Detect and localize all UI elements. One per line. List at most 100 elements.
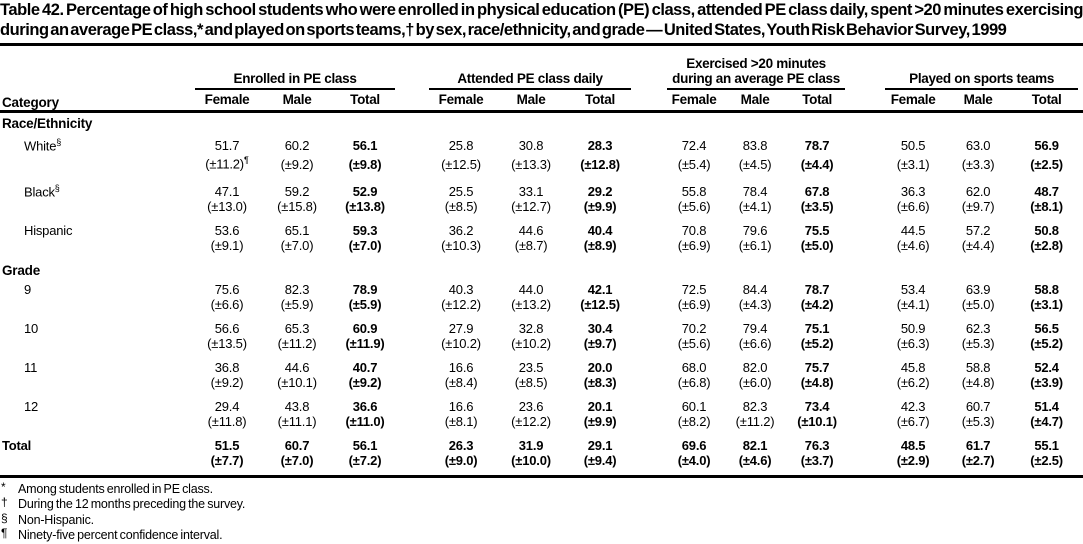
ci-cell: (±3.5) (800, 198, 834, 214)
value-cell: 59.2 (284, 183, 310, 199)
value-cell: 69.6 (681, 437, 707, 453)
column-spacer (400, 133, 424, 153)
table-row-values: 11 36.8 44.6 40.7 16.6 23.5 20.0 68.0 82.0 75.7 45… (0, 358, 1083, 375)
value-cell: 30.4 (587, 320, 613, 336)
subcolumn-header: Male (264, 90, 330, 113)
ci-cell: (±2.7) (961, 452, 995, 468)
table-row-ci: (±11.2)¶ (±9.2) (±9.8) (±12.5) (±13.3) (±12.8… (0, 153, 1083, 178)
value-cell: 78.4 (742, 183, 768, 199)
value-cell: 44.6 (284, 359, 310, 375)
subheader-row: Category Female Male Total Female Male Total Fe… (0, 90, 1083, 113)
ci-cell: (±3.1) (896, 156, 930, 172)
value-cell: 65.1 (284, 222, 310, 238)
value-cell: 60.7 (284, 437, 310, 453)
section-header-row: Race/Ethnicity (0, 112, 1083, 134)
ci-cell: (±4.2) (800, 296, 834, 312)
ci-cell: (±4.1) (738, 198, 772, 214)
column-group-label: Attended PE class daily (429, 71, 632, 90)
section-label: Grade (2, 262, 41, 278)
column-spacer (636, 414, 662, 436)
ci-cell: (±8.5) (514, 374, 548, 390)
column-spacer (636, 238, 662, 260)
value-cell: 82.1 (742, 437, 768, 453)
subcolumn-header: Total (330, 90, 401, 113)
value-cell: 68.0 (681, 359, 707, 375)
ci-cell: (±9.2) (280, 156, 314, 172)
ci-cell: (±5.9) (280, 296, 314, 312)
subcolumn-header: Female (424, 90, 499, 113)
value-cell: 60.1 (681, 398, 707, 414)
value-cell: 47.1 (214, 183, 240, 199)
table-row-values: Total 51.5 60.7 56.1 26.3 31.9 29.1 69.6 82.1 76.… (0, 436, 1083, 453)
ci-cell: (±9.1) (210, 237, 244, 253)
row-label-empty (0, 297, 190, 319)
value-cell: 82.3 (284, 281, 310, 297)
category-header: Category (0, 90, 190, 113)
ci-cell: (±11.2)¶ (205, 155, 249, 172)
ci-cell: (±4.5) (738, 156, 772, 172)
ci-cell: (±9.7) (961, 198, 995, 214)
ci-cell: (±5.3) (961, 413, 995, 429)
ci-cell: (±9.9) (583, 413, 617, 429)
value-cell: 25.8 (448, 138, 474, 154)
ci-cell: (±8.3) (583, 374, 617, 390)
table-row-values: 12 29.4 43.8 36.6 16.6 23.6 20.1 60.1 82.3 73.4 42… (0, 397, 1083, 414)
value-cell: 51.7 (214, 138, 240, 154)
column-spacer (400, 46, 424, 90)
ci-cell: (±5.9) (348, 296, 382, 312)
column-spacer (636, 133, 662, 153)
value-cell: 59.3 (352, 222, 378, 238)
value-cell: 60.7 (965, 398, 991, 414)
value-cell: 65.3 (284, 320, 310, 336)
column-spacer (400, 90, 425, 113)
row-label-empty (0, 375, 190, 397)
column-spacer (636, 297, 662, 319)
subcolumn-header: Female (662, 90, 727, 113)
value-cell: 29.4 (214, 398, 240, 414)
value-cell: 30.8 (518, 138, 544, 154)
value-cell: 51.5 (214, 437, 240, 453)
ci-cell: (±9.0) (444, 452, 478, 468)
ci-cell: (±4.0) (677, 452, 711, 468)
ci-cell: (±3.7) (800, 452, 834, 468)
value-cell: 48.5 (900, 437, 926, 453)
table-row-ci: (±6.6) (±5.9) (±5.9) (±12.2) (±13.2) (±12.5) (… (0, 297, 1083, 319)
column-group-label: Exercised >20 minutes during an average P… (667, 56, 846, 90)
ci-cell: (±8.7) (514, 237, 548, 253)
footnote-text: Non-Hispanic. (18, 512, 94, 527)
column-spacer (636, 153, 662, 178)
value-cell: 56.1 (352, 138, 378, 154)
row-label: Hispanic (24, 222, 73, 238)
ci-cell: (±6.9) (677, 237, 711, 253)
value-cell: 62.0 (965, 183, 991, 199)
subcolumn-header: Total (1010, 90, 1083, 113)
ci-cell: (±2.9) (896, 452, 930, 468)
row-label: Black§ (24, 182, 60, 199)
footer-rule (0, 474, 1083, 478)
value-cell: 31.9 (518, 437, 544, 453)
value-cell: 50.9 (900, 320, 926, 336)
value-cell: 23.6 (518, 398, 544, 414)
ci-cell: (±4.7) (1030, 413, 1063, 429)
ci-cell: (±8.5) (444, 198, 478, 214)
value-cell: 50.5 (900, 138, 926, 154)
column-spacer (636, 436, 662, 453)
column-spacer (400, 280, 424, 297)
value-cell: 56.9 (1034, 138, 1059, 154)
ci-cell: (±9.2) (210, 374, 244, 390)
ci-cell: (±11.1) (277, 413, 317, 429)
value-cell: 56.6 (214, 320, 240, 336)
ci-cell: (±9.9) (583, 198, 617, 214)
ci-cell: (±4.6) (738, 452, 772, 468)
ci-cell: (±5.6) (677, 198, 711, 214)
value-cell: 72.4 (681, 138, 707, 154)
column-spacer (850, 238, 880, 260)
value-cell: 60.2 (284, 138, 310, 154)
column-group-label: Enrolled in PE class (195, 71, 396, 90)
column-spacer (400, 297, 424, 319)
ci-cell: (±8.1) (1030, 198, 1063, 214)
column-spacer (850, 375, 880, 397)
value-cell: 44.5 (900, 222, 926, 238)
value-cell: 36.8 (214, 359, 240, 375)
column-spacer (850, 179, 880, 199)
